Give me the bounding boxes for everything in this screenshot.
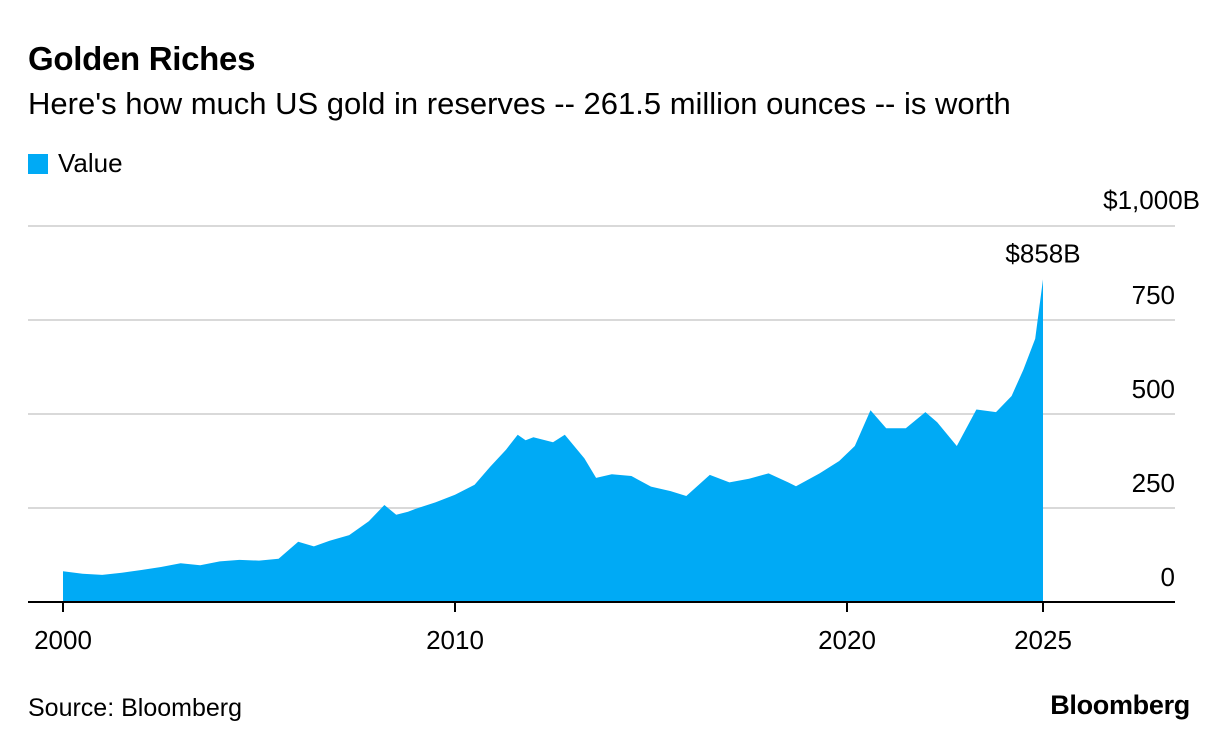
chart-subtitle: Here's how much US gold in reserves -- 2… xyxy=(28,86,1011,121)
x-tick-label: 2000 xyxy=(34,625,92,655)
legend-swatch xyxy=(28,153,48,174)
source-note: Source: Bloomberg xyxy=(28,694,243,722)
chart-title: Golden Riches xyxy=(28,40,256,77)
y-tick-label: 500 xyxy=(1132,374,1175,404)
x-tick-label: 2025 xyxy=(1014,625,1072,655)
y-tick-label: 750 xyxy=(1132,280,1175,310)
x-tick-label: 2010 xyxy=(426,625,484,655)
brand-logo: Bloomberg xyxy=(1050,690,1190,720)
x-tick-label: 2020 xyxy=(818,625,876,655)
series-area xyxy=(63,279,1043,602)
y-tick-label: $1,000B xyxy=(1103,185,1200,215)
legend-label: Value xyxy=(58,148,123,178)
legend: Value xyxy=(28,148,123,179)
y-tick-label: 250 xyxy=(1132,468,1175,498)
peak-annotation: $858B xyxy=(1005,238,1080,268)
y-tick-label: 0 xyxy=(1161,562,1175,592)
